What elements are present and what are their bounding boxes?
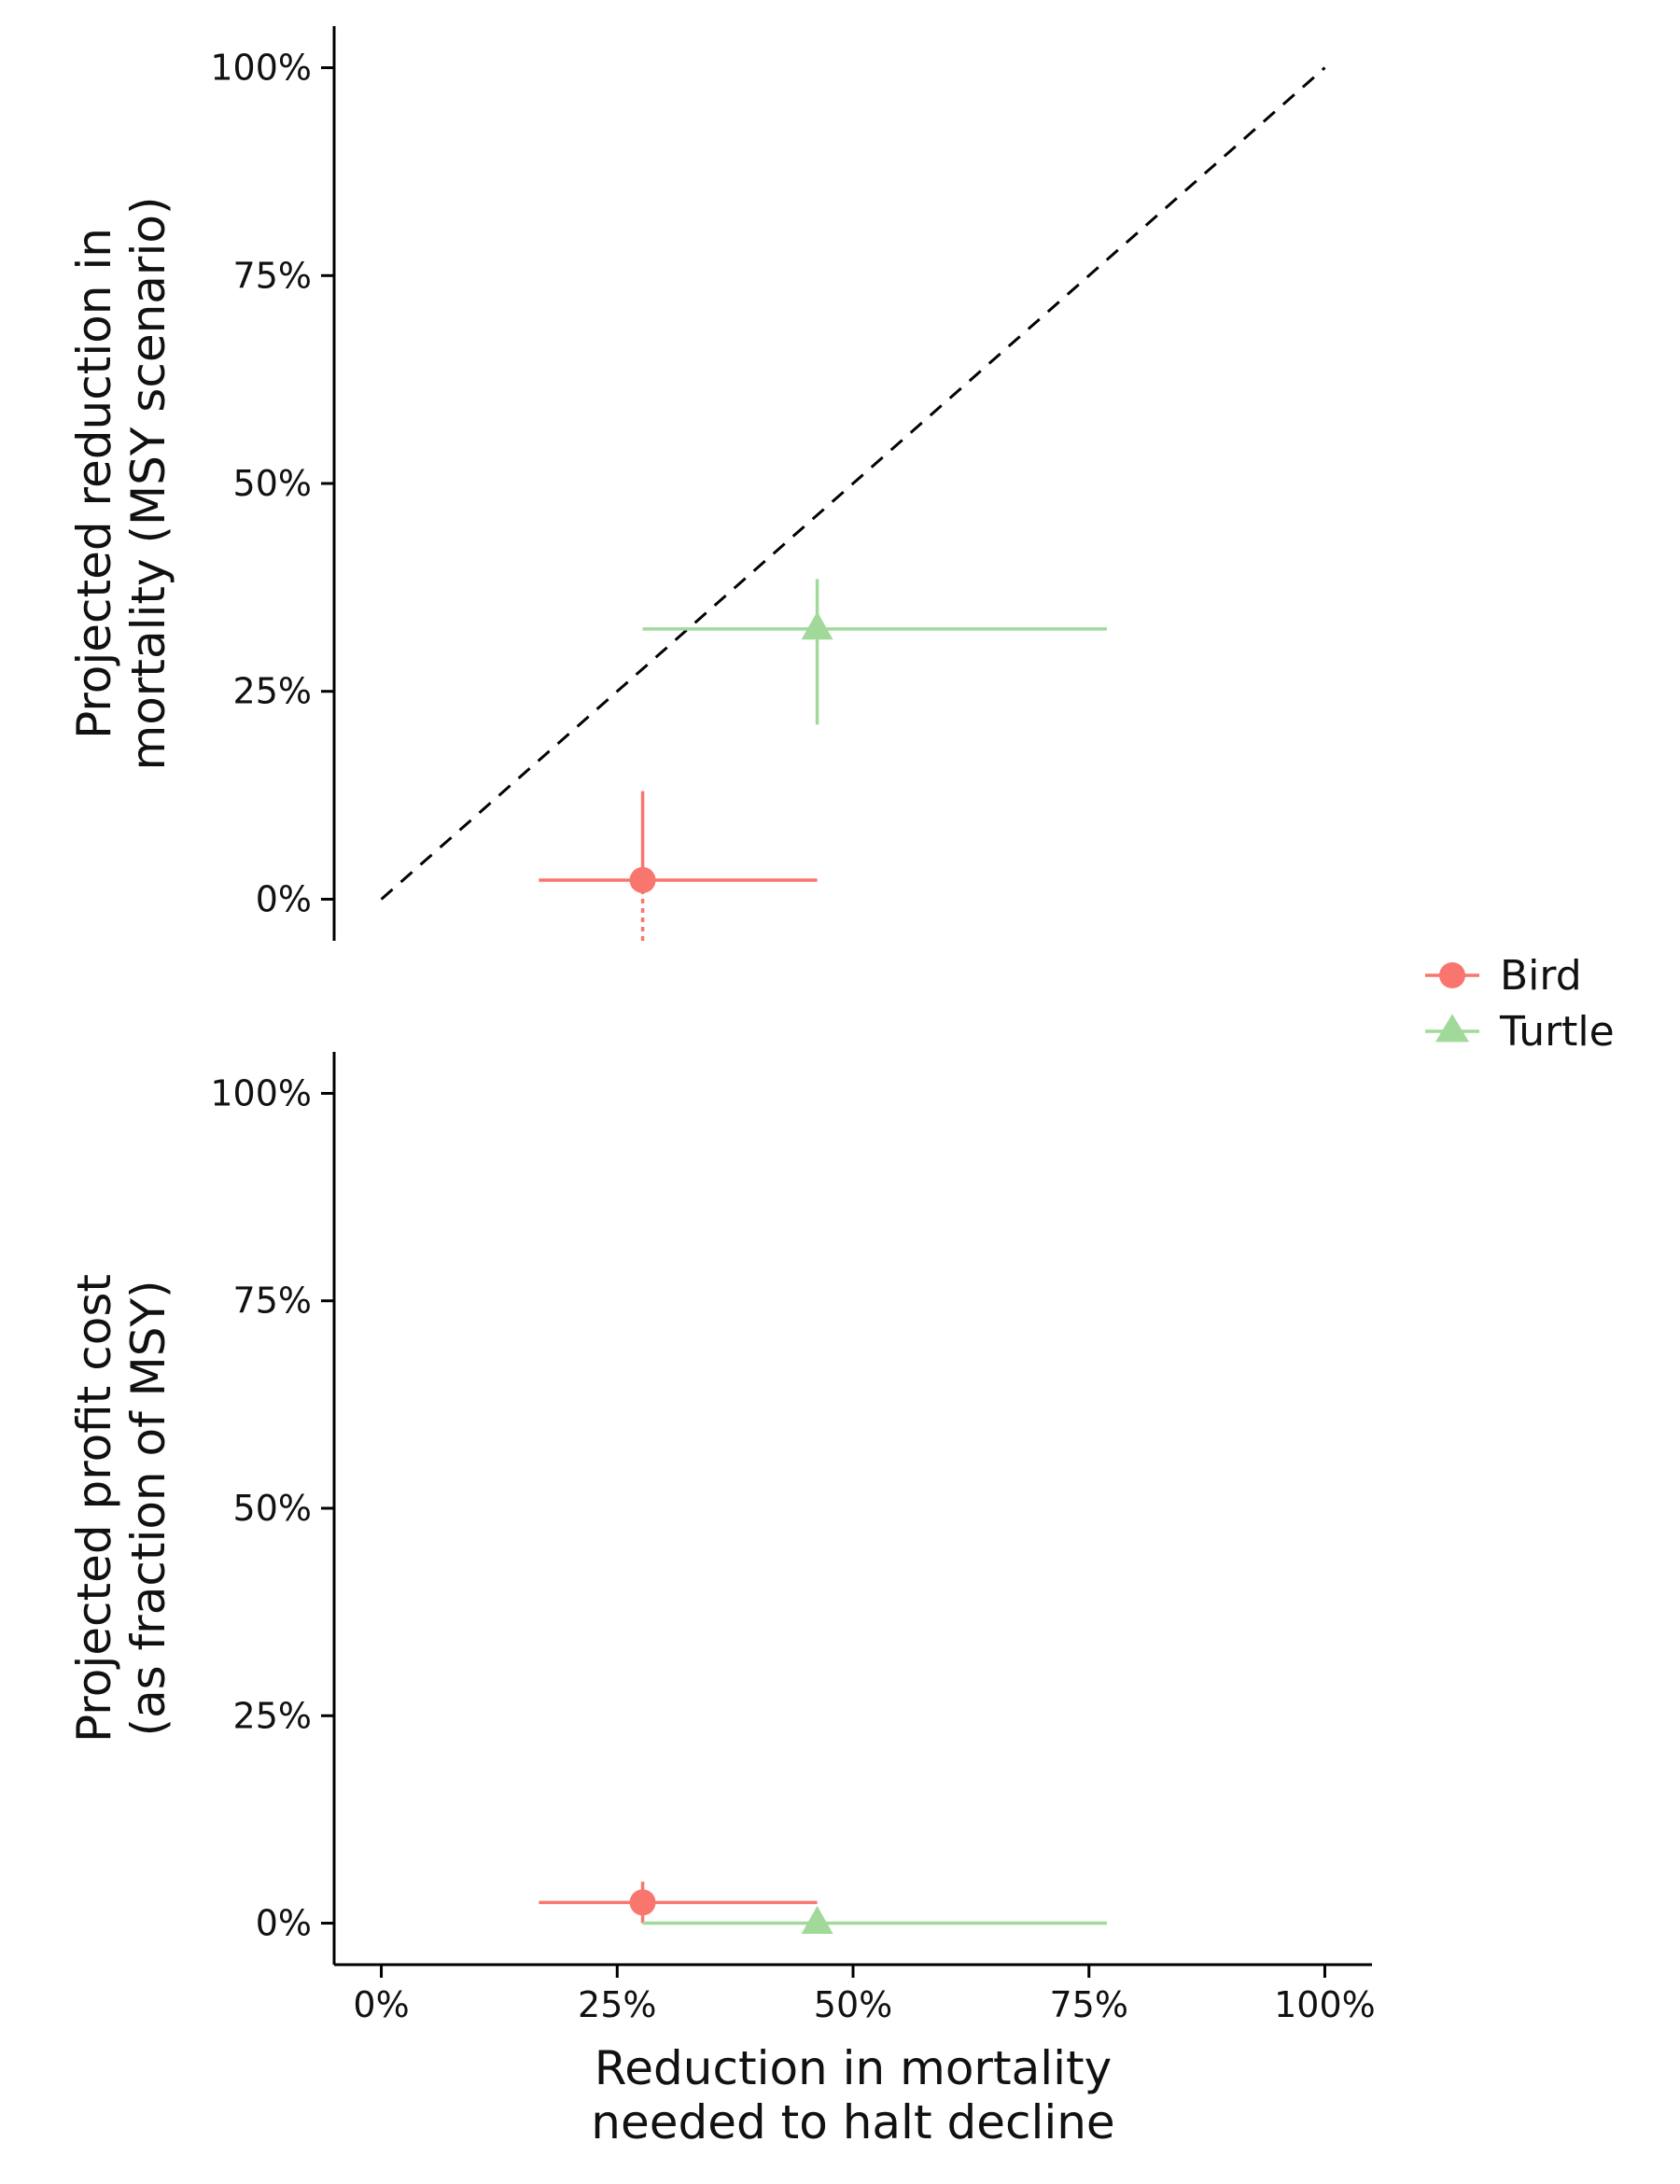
data-point-triangle: [801, 1905, 833, 1934]
x-axis-title: Reduction in mortality needed to halt dec…: [591, 2041, 1114, 2149]
y-tick-label: 75%: [233, 1281, 312, 1322]
series-turtle: [642, 579, 1107, 725]
y-axis-title: Projected profit cost(as fraction of MSY…: [67, 1274, 175, 1743]
y-tick-label: 100%: [210, 1072, 312, 1113]
x-tick-label: 25%: [578, 1984, 656, 2025]
x-tick-label: 50%: [814, 1984, 892, 2025]
x-axis-title-line: needed to halt decline: [591, 2095, 1114, 2149]
y-axis-title-line: Projected reduction in: [67, 228, 121, 739]
identity-reference-line: [380, 66, 1326, 901]
y-tick-label: 50%: [233, 463, 312, 504]
legend-entry-turtle: Turtle: [1425, 1008, 1615, 1056]
legend-label: Bird: [1500, 952, 1582, 1000]
y-tick-label: 25%: [233, 1695, 312, 1736]
legend-label: Turtle: [1499, 1008, 1615, 1056]
data-point-triangle: [801, 611, 833, 640]
series-turtle: [642, 1905, 1107, 1934]
y-axis-title-line: mortality (MSY scenario): [121, 197, 175, 771]
legend-key-triangle: [1435, 1014, 1469, 1043]
top-panel: 0% 25% 50% 75% 100% Projected reduction inmor…: [67, 26, 1326, 941]
y-tick-label: 0%: [256, 1903, 312, 1944]
legend-key-circle: [1439, 962, 1465, 988]
bottom-panel: 0% 25% 50% 75% 100% 0% 25% 50% 75% 100% Projected …: [67, 1052, 1376, 2149]
y-tick-label: 0%: [256, 878, 312, 919]
x-tick-label: 0%: [353, 1984, 409, 2025]
y-axis-title-line: (as fraction of MSY): [121, 1280, 175, 1736]
y-tick-label: 50%: [233, 1488, 312, 1529]
x-tick-label: 100%: [1274, 1984, 1376, 2025]
y-tick-label: 75%: [233, 255, 312, 296]
legend: Bird Turtle: [1425, 952, 1615, 1056]
data-point-circle: [629, 1889, 656, 1916]
y-tick-label: 100%: [210, 48, 312, 89]
x-axis-title-line: Reduction in mortality: [595, 2041, 1112, 2095]
series-bird: [539, 791, 818, 941]
x-tick-label: 75%: [1049, 1984, 1127, 2025]
legend-entry-bird: Bird: [1425, 952, 1582, 1000]
y-axis-title-line: Projected profit cost: [67, 1274, 121, 1743]
y-tick-label: 25%: [233, 671, 312, 712]
data-point-circle: [629, 866, 656, 893]
series-bird: [539, 1882, 818, 1924]
y-axis-title: Projected reduction inmortality (MSY sce…: [67, 197, 175, 771]
